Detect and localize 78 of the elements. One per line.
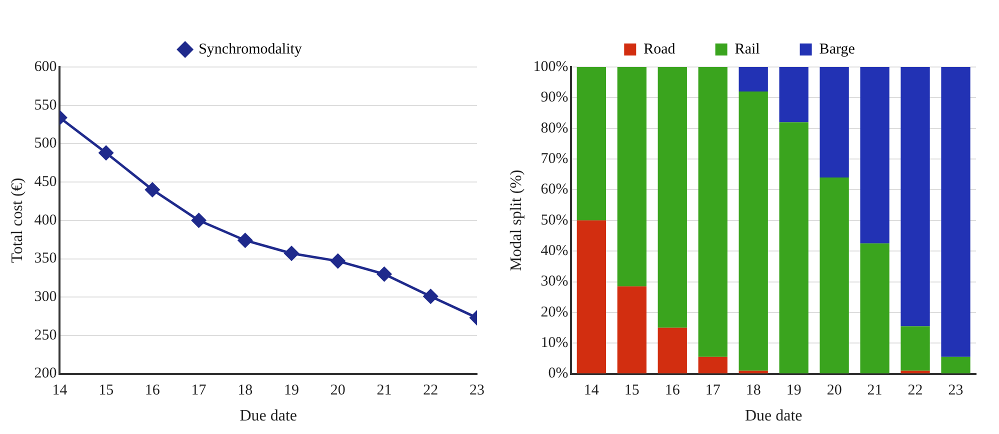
bar: [941, 67, 970, 357]
x-tick-label: 14: [584, 382, 600, 399]
x-tick-label: 23: [948, 382, 964, 399]
bar: [900, 67, 930, 326]
x-tick-label: 19: [786, 382, 802, 399]
x-tick-label: 22: [908, 382, 923, 399]
bar: [658, 328, 687, 374]
x-tick-label: 22: [423, 382, 438, 399]
y-tick-label: 70%: [540, 150, 568, 167]
y-tick-label: 10%: [540, 335, 568, 352]
point: [145, 182, 160, 197]
x-tick-label: 14: [52, 382, 68, 399]
bar: [617, 286, 646, 374]
x-axis-title: Due date: [744, 408, 802, 425]
y-tick-label: 200: [34, 366, 57, 382]
x-tick-label: 19: [284, 382, 300, 399]
bar: [738, 370, 768, 374]
bar: [900, 326, 930, 371]
y-tick-label: 550: [34, 97, 57, 114]
bar: [738, 92, 768, 371]
y-tick-label: 90%: [540, 90, 568, 106]
bar: [820, 177, 849, 374]
x-tick-label: 21: [867, 382, 882, 399]
y-tick-label: 450: [34, 174, 57, 190]
y-tick-label: 50%: [540, 212, 568, 228]
bar: [698, 67, 728, 357]
bar: [617, 67, 646, 286]
y-tick-label: 100%: [533, 58, 568, 75]
x-tick-label: 18: [746, 382, 761, 399]
bar: [576, 67, 606, 220]
bar: [658, 67, 687, 328]
y-tick-label: 500: [34, 136, 57, 152]
x-tick-label: 16: [664, 382, 680, 399]
y-tick-label: 300: [34, 289, 57, 306]
point: [330, 254, 346, 268]
x-tick-label: 15: [98, 382, 114, 399]
point: [377, 266, 392, 282]
bar: [900, 370, 930, 374]
bar: [779, 122, 808, 374]
point: [284, 246, 299, 261]
point: [192, 213, 206, 228]
x-tick-label: 20: [330, 382, 346, 399]
bar: [576, 220, 606, 374]
y-tick-label: 250: [34, 327, 57, 344]
y-tick-label: 400: [34, 212, 57, 228]
legend-label: Synchromodality: [198, 41, 302, 58]
bar: [860, 67, 890, 244]
y-tick-label: 40%: [540, 243, 568, 260]
legend-label: Rail: [734, 41, 760, 58]
x-tick-label: 16: [144, 382, 160, 399]
bar: [941, 356, 970, 374]
x-axis-title: Due date: [240, 408, 298, 425]
bar: [820, 67, 849, 178]
bar: [779, 67, 808, 122]
y-axis-title: Total cost (€): [8, 178, 26, 263]
y-axis-title: Modal split (%): [508, 170, 525, 272]
x-tick-label: 17: [705, 382, 721, 399]
bar: [738, 67, 768, 92]
point: [98, 146, 114, 160]
y-tick-label: 60%: [540, 182, 568, 198]
y-tick-label: 350: [34, 250, 57, 267]
x-tick-label: 23: [470, 382, 484, 399]
x-tick-label: 17: [191, 382, 207, 399]
bar: [860, 243, 890, 374]
x-tick-label: 20: [826, 382, 842, 399]
x-tick-label: 21: [376, 382, 392, 399]
y-tick-label: 30%: [540, 274, 568, 290]
y-tick-label: 80%: [540, 120, 568, 136]
legend-label: Barge: [819, 41, 856, 58]
legend-label: Road: [644, 41, 676, 58]
bar: [698, 356, 728, 374]
point: [423, 289, 438, 304]
y-tick-label: 20%: [540, 304, 568, 320]
point: [238, 233, 252, 248]
x-tick-label: 15: [624, 382, 640, 399]
y-tick-label: 600: [34, 58, 57, 75]
x-tick-label: 18: [238, 382, 253, 399]
y-tick-label: 0%: [548, 366, 568, 382]
